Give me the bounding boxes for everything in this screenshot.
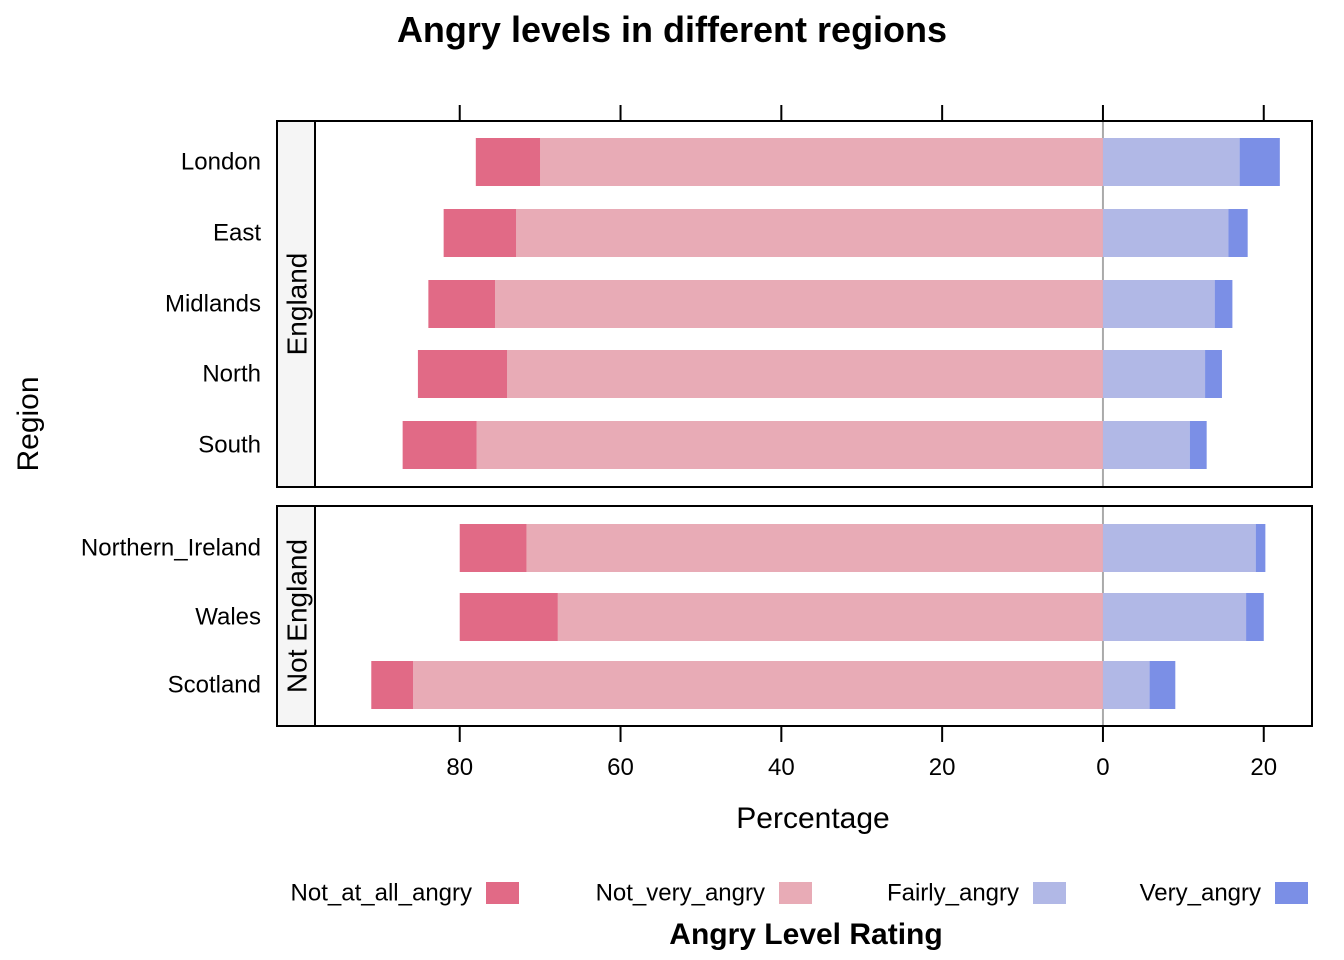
bar-London-Fairly_angry — [1102, 138, 1240, 186]
legend-swatch — [779, 882, 812, 904]
bar-Northern_Ireland-Not_very_angry — [526, 524, 1103, 572]
bar-Wales-Very_angry — [1246, 593, 1264, 641]
legend: Not_at_all_angry Not_very_angry Fairly_ang… — [291, 880, 1308, 907]
bar-Scotland-Not_at_all_angry — [371, 661, 414, 709]
legend-label: Very_angry — [1140, 880, 1261, 907]
bar-North-Not_at_all_angry — [417, 350, 508, 398]
legend-swatch — [1275, 882, 1308, 904]
category-label: London — [181, 149, 261, 176]
bar-North-Very_angry — [1205, 350, 1222, 398]
x-tick-label: 80 — [446, 754, 473, 781]
x-axis: 80 60 40 20 0 20 — [446, 105, 1277, 781]
category-label: East — [213, 220, 261, 247]
chart-title: Angry levels in different regions — [397, 9, 947, 50]
x-tick-label: 40 — [768, 754, 795, 781]
bar-Northern_Ireland-Not_at_all_angry — [459, 524, 527, 572]
plot-panels: England London East Midlands North South Not E… — [81, 120, 1313, 727]
panel-frame — [276, 505, 1313, 727]
bar-Midlands-Very_angry — [1214, 280, 1233, 328]
legend-swatch — [486, 882, 519, 904]
legend-title: Angry Level Rating — [669, 918, 942, 951]
bar-London-Not_at_all_angry — [475, 138, 541, 186]
bar-Wales-Fairly_angry — [1102, 593, 1247, 641]
bar-Midlands-Not_very_angry — [495, 280, 1103, 328]
bar-East-Fairly_angry — [1102, 209, 1229, 257]
bar-Scotland-Not_very_angry — [413, 661, 1103, 709]
bar-Wales-Not_very_angry — [557, 593, 1103, 641]
bar-Northern_Ireland-Very_angry — [1255, 524, 1266, 572]
bar-Scotland-Very_angry — [1149, 661, 1176, 709]
panel-strip-label: England — [282, 253, 313, 356]
category-label: South — [198, 432, 261, 459]
panel-0: England London East Midlands North South — [165, 120, 1313, 488]
category-label: Wales — [195, 604, 261, 631]
category-label: Midlands — [165, 291, 261, 318]
bar-London-Not_very_angry — [540, 138, 1103, 186]
category-label: Scotland — [168, 672, 261, 699]
panel-1: Not England Northern_Ireland Wales Scotland — [81, 505, 1313, 727]
x-tick-label: 60 — [607, 754, 634, 781]
bar-Scotland-Fairly_angry — [1102, 661, 1150, 709]
x-tick-label: 20 — [1250, 754, 1277, 781]
legend-swatch — [1033, 882, 1066, 904]
x-tick-label: 0 — [1096, 754, 1109, 781]
legend-label: Not_very_angry — [596, 880, 765, 907]
bar-East-Very_angry — [1228, 209, 1248, 257]
bar-East-Not_very_angry — [516, 209, 1103, 257]
bar-Midlands-Not_at_all_angry — [428, 280, 496, 328]
legend-label: Fairly_angry — [887, 880, 1019, 907]
x-axis-label: Percentage — [736, 802, 889, 835]
bar-North-Fairly_angry — [1102, 350, 1206, 398]
bar-South-Fairly_angry — [1102, 421, 1190, 469]
bar-North-Not_very_angry — [507, 350, 1103, 398]
bar-Wales-Not_at_all_angry — [459, 593, 558, 641]
bar-South-Very_angry — [1189, 421, 1207, 469]
legend-label: Not_at_all_angry — [291, 880, 472, 907]
bar-Northern_Ireland-Fairly_angry — [1102, 524, 1256, 572]
bar-South-Not_at_all_angry — [402, 421, 477, 469]
y-axis-label: Region — [12, 376, 45, 471]
bar-South-Not_very_angry — [476, 421, 1103, 469]
bar-Midlands-Fairly_angry — [1102, 280, 1215, 328]
x-tick-label: 20 — [929, 754, 956, 781]
panel-frame — [276, 120, 1313, 488]
bar-London-Very_angry — [1239, 138, 1280, 186]
category-label: North — [202, 361, 261, 388]
panel-strip-label: Not England — [282, 539, 313, 693]
bar-East-Not_at_all_angry — [443, 209, 517, 257]
category-label: Northern_Ireland — [81, 535, 261, 562]
